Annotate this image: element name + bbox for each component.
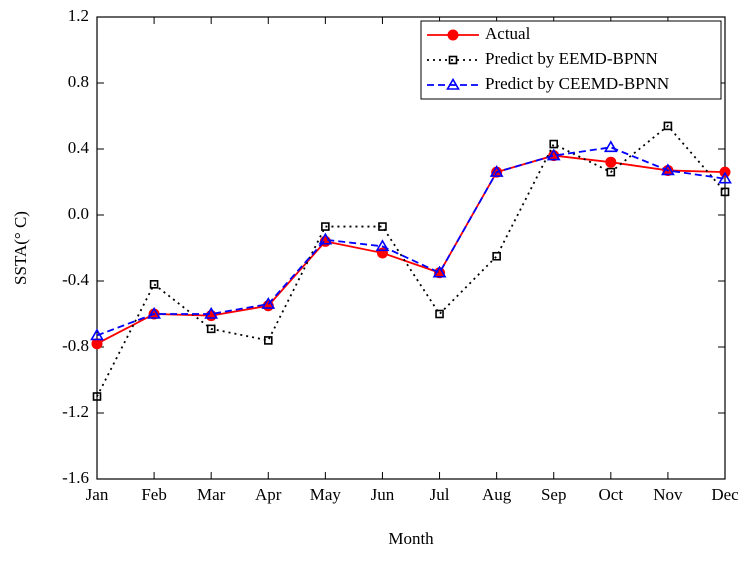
point	[147, 306, 161, 319]
x-tick-label: Dec	[711, 485, 739, 504]
point	[261, 297, 276, 309]
point	[378, 222, 387, 231]
x-tick-label: Aug	[482, 485, 512, 504]
y-tick-label: 0.8	[68, 72, 89, 91]
point	[90, 328, 104, 341]
point	[263, 336, 273, 345]
point	[321, 222, 330, 231]
x-tick-label: Mar	[197, 485, 226, 504]
point	[435, 309, 444, 319]
point	[204, 306, 219, 319]
point	[605, 156, 617, 168]
point	[448, 55, 458, 65]
point	[447, 29, 459, 41]
y-tick-label: -1.2	[62, 402, 89, 421]
point	[432, 265, 447, 278]
x-tick-label: Jul	[430, 485, 450, 504]
point	[489, 165, 504, 177]
point	[92, 392, 102, 401]
y-tick-label: -1.6	[62, 468, 89, 487]
point	[549, 139, 559, 149]
point	[446, 77, 460, 90]
point	[663, 121, 673, 131]
x-tick-label: Oct	[599, 485, 624, 504]
y-tick-label: 1.2	[68, 6, 89, 25]
series-line	[96, 146, 726, 337]
series-line	[96, 124, 726, 397]
point	[376, 247, 388, 259]
y-tick-label: -0.8	[62, 336, 89, 355]
point	[149, 279, 159, 289]
point	[603, 140, 618, 153]
y-tick-label: 0.0	[68, 204, 89, 223]
plot-frame	[96, 16, 726, 480]
y-tick-label: -0.4	[62, 270, 89, 289]
x-tick-label: Apr	[255, 485, 282, 504]
legend: Actual Predict by EEMD-BPNN Predict by CEE…	[420, 20, 722, 100]
x-tick-label: Sep	[541, 485, 567, 504]
series	[92, 121, 730, 401]
y-tick-label: 0.4	[68, 138, 90, 157]
point	[606, 167, 616, 177]
legend-label: Actual	[485, 24, 531, 43]
x-tick-label: May	[310, 485, 342, 504]
point	[318, 232, 333, 245]
point	[718, 171, 732, 184]
point	[661, 163, 675, 176]
series	[91, 150, 731, 350]
series	[90, 140, 732, 341]
x-tick-label: Feb	[141, 485, 167, 504]
point	[546, 148, 561, 161]
point	[206, 324, 216, 334]
series-line	[96, 154, 726, 345]
point	[720, 187, 730, 197]
x-axis-label: Month	[388, 529, 434, 548]
x-tick-label: Jan	[86, 485, 109, 504]
x-tick-label: Jun	[371, 485, 395, 504]
y-axis-label: SSTA(° C)	[11, 211, 30, 285]
point	[492, 251, 501, 261]
legend-label: Predict by CEEMD-BPNN	[485, 74, 669, 93]
x-tick-label: Nov	[653, 485, 683, 504]
legend-label: Predict by EEMD-BPNN	[485, 49, 658, 68]
point	[375, 239, 390, 252]
